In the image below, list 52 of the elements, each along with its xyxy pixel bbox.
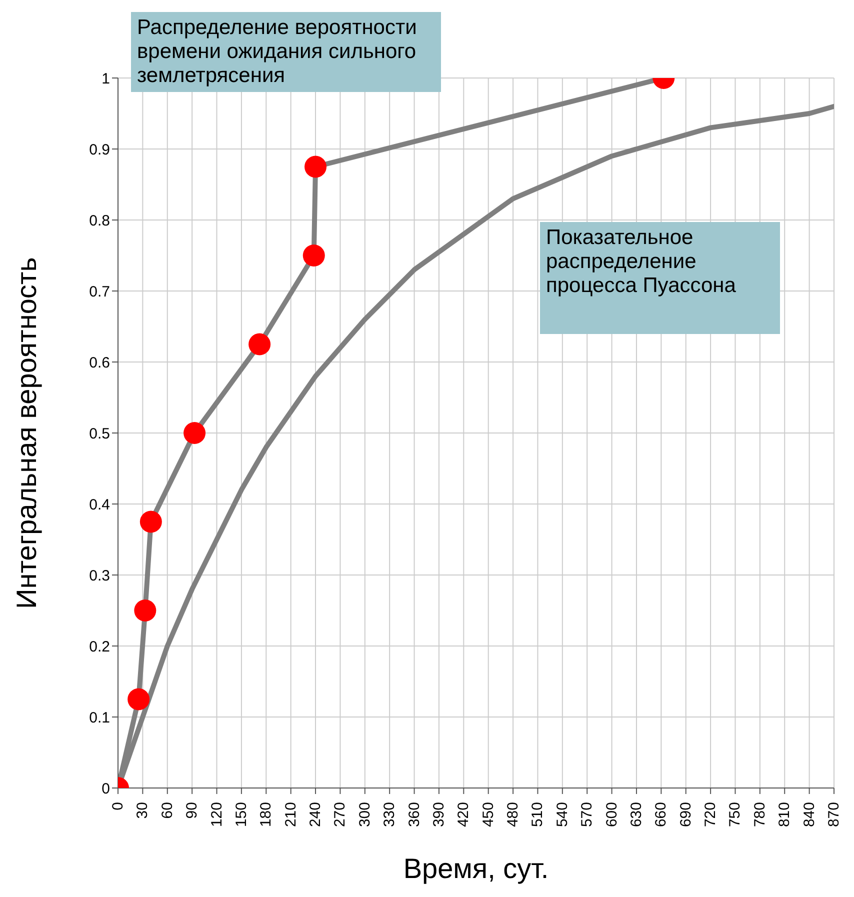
- x-tick-label: 300: [356, 802, 374, 828]
- x-tick-label: 150: [232, 802, 250, 828]
- x-tick-label: 480: [504, 802, 522, 828]
- x-tick-label: 840: [800, 802, 818, 828]
- y-tick-label: 0.7: [89, 283, 110, 300]
- x-tick-label: 420: [455, 802, 472, 828]
- y-axis-title: Интегральная вероятность: [10, 257, 42, 609]
- point: [248, 333, 271, 356]
- y-tick-label: 1: [102, 70, 110, 88]
- x-tick-label: 660: [652, 802, 670, 828]
- y-tick-label: 0.2: [89, 638, 110, 656]
- y-tick-label: 0.4: [89, 496, 110, 514]
- x-tick-label: 720: [702, 802, 720, 828]
- annotation: Распределение вероятности времени ожидания сильного землетрясения: [131, 12, 441, 92]
- point: [302, 244, 325, 266]
- y-tick-label: 0.9: [89, 141, 110, 158]
- x-tick-label: 360: [406, 802, 423, 828]
- x-tick-label: 120: [208, 802, 226, 828]
- x-tick-label: 60: [158, 802, 176, 819]
- x-tick-label: 870: [826, 802, 842, 828]
- x-tick-label: 180: [258, 802, 275, 828]
- x-axis-title: Время, сут.: [403, 853, 549, 884]
- y-tick-label: 0.5: [89, 425, 110, 442]
- point: [184, 422, 206, 444]
- point: [134, 600, 156, 622]
- x-tick-label: 390: [430, 802, 448, 828]
- x-tick-label: 690: [677, 802, 694, 828]
- x-tick-label: 600: [603, 802, 620, 828]
- x-tick-label: 270: [332, 802, 349, 828]
- x-tick-label: 0: [110, 802, 126, 810]
- y-tick-label: 0: [102, 780, 110, 798]
- x-tick-label: 90: [184, 802, 201, 819]
- annotation: Показательное распределение процесса Пуассона: [540, 222, 780, 334]
- y-tick-label: 0.3: [89, 567, 110, 584]
- x-tick-label: 810: [776, 802, 794, 828]
- point: [304, 156, 327, 178]
- point: [140, 510, 162, 533]
- x-tick-label: 780: [751, 802, 768, 828]
- x-tick-label: 630: [628, 802, 645, 828]
- x-tick-label: 330: [381, 802, 398, 828]
- x-tick-label: 30: [134, 802, 152, 819]
- x-tick-label: 210: [282, 802, 300, 828]
- x-tick-label: 240: [307, 802, 324, 828]
- x-tick-label: 540: [554, 802, 571, 828]
- x-tick-label: 450: [480, 802, 497, 828]
- point: [128, 688, 150, 710]
- x-tick-label: 510: [529, 802, 546, 828]
- x-tick-label: 570: [578, 802, 596, 828]
- y-tick-label: 0.8: [89, 212, 110, 230]
- y-tick-label: 0.1: [89, 709, 110, 726]
- x-tick-label: 750: [726, 802, 744, 828]
- y-tick-label: 0.6: [89, 354, 110, 372]
